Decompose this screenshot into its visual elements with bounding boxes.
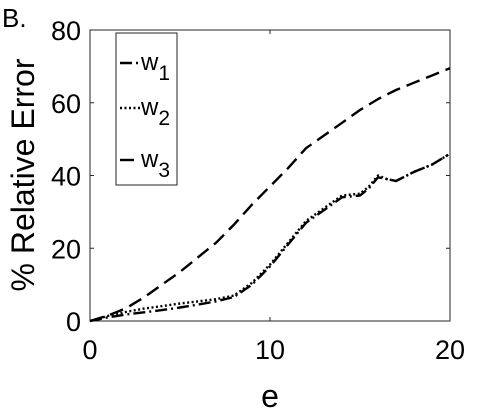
y-tick-label: 0 xyxy=(66,307,81,337)
y-tick-label: 20 xyxy=(51,234,81,264)
x-tick-label: 0 xyxy=(82,335,97,365)
x-axis-label: e xyxy=(261,378,279,414)
y-tick-label: 60 xyxy=(51,89,81,119)
y-axis-ticks: 0 20 40 60 80 xyxy=(51,16,450,337)
x-axis-ticks: 0 10 20 xyxy=(82,30,465,365)
y-tick-label: 40 xyxy=(51,162,81,192)
y-axis-label: % Relative Error xyxy=(5,58,41,291)
panel-label: B. xyxy=(2,3,27,33)
series-line-2 xyxy=(89,152,451,323)
series-line-3 xyxy=(89,67,451,323)
x-tick-label: 10 xyxy=(255,335,285,365)
series-layer xyxy=(89,67,451,323)
x-tick-label: 20 xyxy=(435,335,465,365)
y-tick-label: 80 xyxy=(51,16,81,46)
